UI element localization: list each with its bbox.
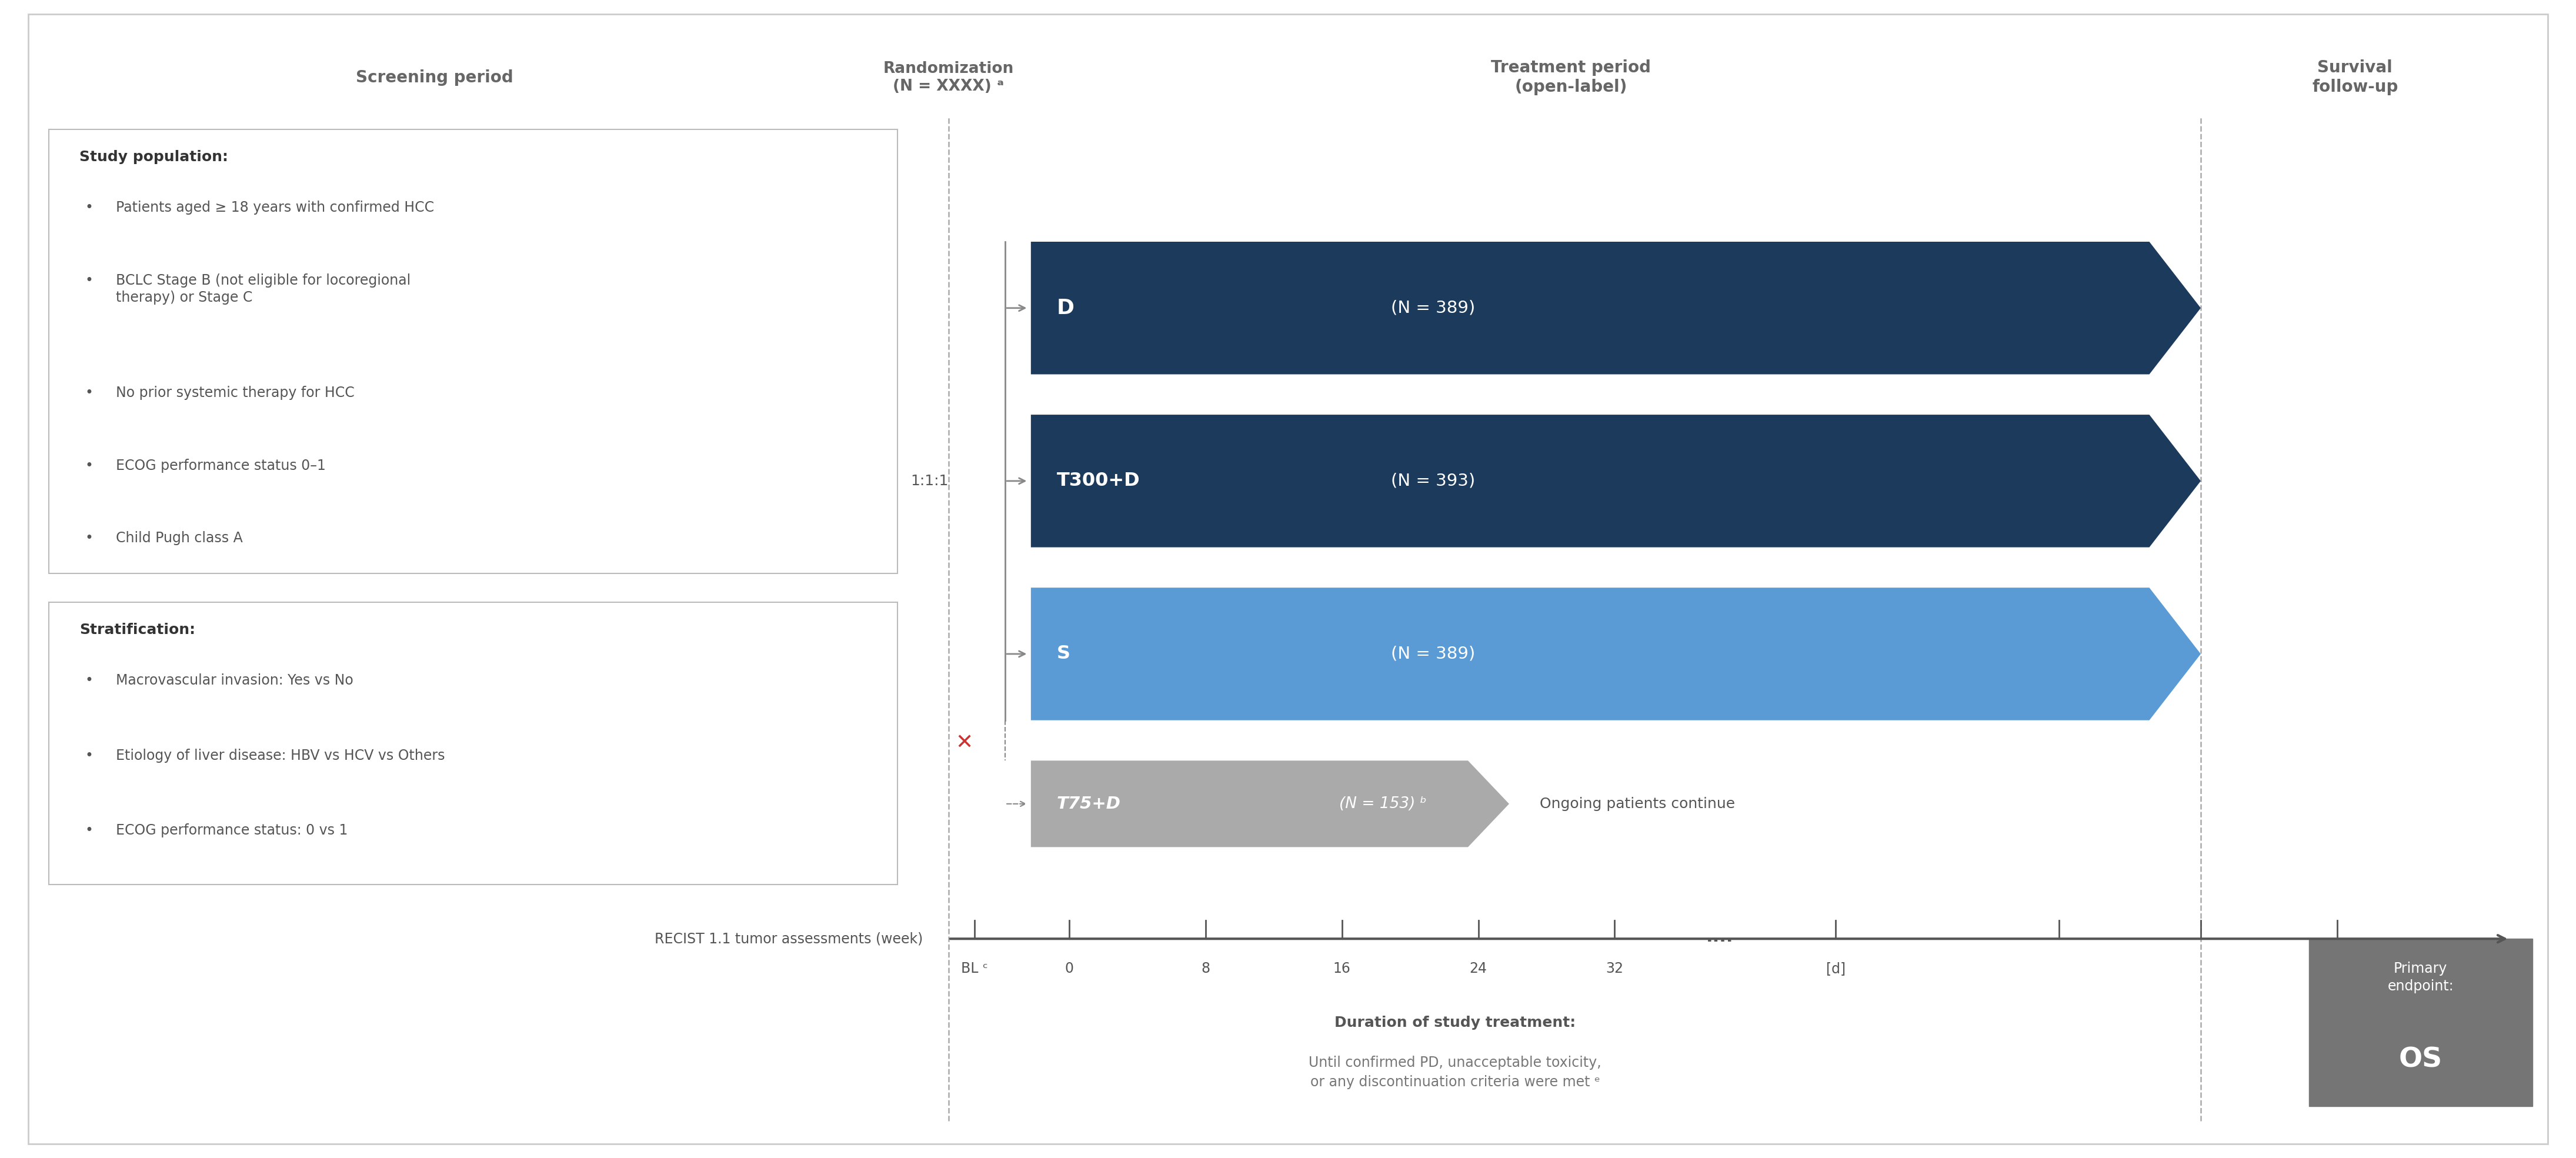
Text: •: • xyxy=(85,674,93,688)
Text: (N = 393): (N = 393) xyxy=(1391,472,1476,489)
Text: Primary
endpoint:: Primary endpoint: xyxy=(2388,962,2455,994)
Text: •: • xyxy=(85,459,93,472)
Text: (N = 389): (N = 389) xyxy=(1391,300,1476,316)
Text: 8: 8 xyxy=(1200,962,1211,976)
Polygon shape xyxy=(1030,761,1510,848)
FancyBboxPatch shape xyxy=(28,14,2548,1144)
Text: (N = 153) ᵇ: (N = 153) ᵇ xyxy=(1340,797,1427,812)
Text: 24: 24 xyxy=(1468,962,1486,976)
Text: ECOG performance status: 0 vs 1: ECOG performance status: 0 vs 1 xyxy=(116,823,348,837)
Text: Duration of study treatment:: Duration of study treatment: xyxy=(1334,1016,1577,1029)
Text: S: S xyxy=(1056,645,1069,664)
Text: Screening period: Screening period xyxy=(355,69,513,86)
Text: ....: .... xyxy=(1705,928,1734,945)
FancyBboxPatch shape xyxy=(49,130,896,573)
Text: Study population:: Study population: xyxy=(80,151,229,164)
Text: BCLC Stage B (not eligible for locoregional
therapy) or Stage C: BCLC Stage B (not eligible for locoregio… xyxy=(116,273,410,305)
Text: Macrovascular invasion: Yes vs No: Macrovascular invasion: Yes vs No xyxy=(116,674,353,688)
Text: Ongoing patients continue: Ongoing patients continue xyxy=(1540,797,1736,811)
Text: •: • xyxy=(85,532,93,545)
Text: BL ᶜ: BL ᶜ xyxy=(961,962,987,976)
Text: ✕: ✕ xyxy=(956,733,974,754)
Text: •: • xyxy=(85,273,93,287)
Text: Stratification:: Stratification: xyxy=(80,623,196,637)
Text: D: D xyxy=(1056,298,1074,318)
Text: RECIST 1.1 tumor assessments (week): RECIST 1.1 tumor assessments (week) xyxy=(654,932,922,946)
FancyBboxPatch shape xyxy=(49,602,896,885)
Polygon shape xyxy=(1030,587,2200,720)
Text: [d]: [d] xyxy=(1826,962,1844,976)
Text: •: • xyxy=(85,823,93,837)
Text: Etiology of liver disease: HBV vs HCV vs Others: Etiology of liver disease: HBV vs HCV vs… xyxy=(116,748,446,763)
Text: No prior systemic therapy for HCC: No prior systemic therapy for HCC xyxy=(116,386,355,401)
Text: •: • xyxy=(85,748,93,763)
Text: 1:1:1: 1:1:1 xyxy=(912,474,948,488)
Text: •: • xyxy=(85,200,93,215)
Text: 0: 0 xyxy=(1064,962,1074,976)
Text: 32: 32 xyxy=(1605,962,1623,976)
Polygon shape xyxy=(1030,242,2200,374)
Text: Child Pugh class A: Child Pugh class A xyxy=(116,532,242,545)
Text: Randomization
(N = XXXX) ᵃ: Randomization (N = XXXX) ᵃ xyxy=(884,61,1015,94)
Text: T75+D: T75+D xyxy=(1056,796,1121,812)
FancyBboxPatch shape xyxy=(2308,939,2532,1106)
Text: ECOG performance status 0–1: ECOG performance status 0–1 xyxy=(116,459,325,472)
Text: T300+D: T300+D xyxy=(1056,471,1141,490)
Text: Until confirmed PD, unacceptable toxicity,
or any discontinuation criteria were : Until confirmed PD, unacceptable toxicit… xyxy=(1309,1056,1602,1090)
Text: Treatment period
(open-label): Treatment period (open-label) xyxy=(1492,60,1651,95)
Text: Survival
follow-up: Survival follow-up xyxy=(2313,60,2398,95)
Text: OS: OS xyxy=(2398,1047,2442,1073)
Text: 16: 16 xyxy=(1334,962,1350,976)
Text: (N = 389): (N = 389) xyxy=(1391,646,1476,662)
Text: Patients aged ≥ 18 years with confirmed HCC: Patients aged ≥ 18 years with confirmed … xyxy=(116,200,433,215)
Text: •: • xyxy=(85,386,93,401)
Polygon shape xyxy=(1030,415,2200,548)
